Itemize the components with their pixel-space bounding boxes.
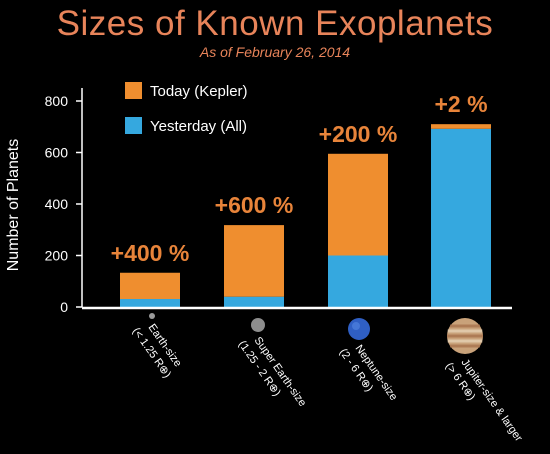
planet-body [251, 318, 265, 332]
legend-swatch-today [125, 82, 142, 99]
bar-today [431, 124, 491, 129]
bars-group: +400 % +600 % +200 % +2 % [111, 91, 491, 307]
bar-yesterday [224, 296, 284, 307]
bar-today [224, 225, 284, 297]
legend: Today (Kepler) Yesterday (All) [125, 82, 248, 135]
category-label-group: Jupiter-size & larger(> 6 R⊕) [443, 357, 525, 444]
percent-label: +2 % [434, 91, 487, 117]
planet-band [447, 329, 483, 333]
chart-title: Sizes of Known Exoplanets [56, 4, 494, 43]
super-earth-planet-icon [251, 318, 265, 332]
legend-label-today: Today (Kepler) [150, 83, 248, 100]
category-label-group: Earth-size(< 1.25 R⊕) [130, 322, 184, 380]
legend-swatch-yesterday [125, 117, 142, 134]
planet-band [450, 344, 480, 348]
earth-planet-icon [149, 313, 155, 319]
y-tick-label: 800 [45, 93, 69, 109]
chart-subtitle: As of February 26, 2014 [199, 44, 351, 60]
planet-band [450, 324, 480, 328]
neptune-planet-icon [348, 318, 370, 340]
percent-label: +200 % [319, 121, 398, 147]
planet-band [447, 334, 483, 338]
y-tick-label: 200 [45, 248, 69, 264]
category-label-group: Neptune-size(2 - 6 R⊕) [337, 343, 400, 403]
percent-label: +400 % [111, 240, 190, 266]
y-tick-label: 0 [60, 299, 68, 315]
bar-yesterday [120, 299, 180, 307]
planet-highlight [352, 322, 360, 330]
bar-today [328, 153, 388, 256]
bar-today [120, 272, 180, 300]
y-tick-label: 600 [45, 145, 69, 161]
bar-yesterday [431, 128, 491, 307]
legend-label-yesterday: Yesterday (All) [150, 118, 247, 135]
category-label-group: Super Earth-size(1.25 - 2 R⊕) [236, 335, 309, 409]
jupiter-planet-icon [447, 318, 483, 354]
y-axis-title: Number of Planets [5, 139, 22, 272]
x-axis: Earth-size(< 1.25 R⊕) Super Earth-size(1.… [82, 306, 525, 444]
percent-label: +600 % [215, 192, 294, 218]
bar-yesterday [328, 255, 388, 307]
y-tick-label: 400 [45, 196, 69, 212]
planet-band [447, 339, 483, 343]
planet-body [149, 313, 155, 319]
y-axis: 0 200 400 600 800 Number of Planets [5, 88, 83, 315]
planet-body [348, 318, 370, 340]
